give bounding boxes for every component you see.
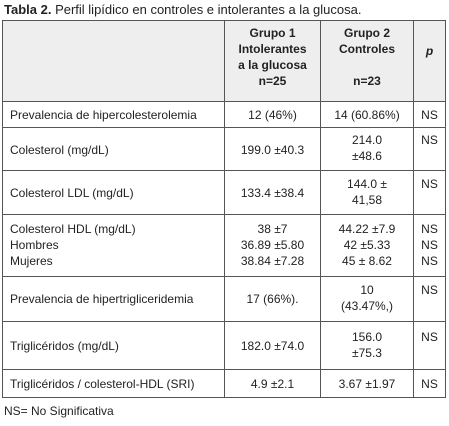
table-row: Colesterol HDL (mg/dL) Hombres Mujeres 3… <box>3 214 445 276</box>
table-row: Triglicéridos / colesterol-HDL (SRI) 4.9… <box>3 369 445 397</box>
value-line: 14 (60.86%) <box>334 108 400 122</box>
row-label: Prevalencia de hipertrigliceridemia <box>3 277 224 321</box>
table-row: Prevalencia de hipertrigliceridemia 17 (… <box>3 276 445 321</box>
row-label-line: Colesterol (mg/dL) <box>10 143 109 157</box>
value-line: 214.0 <box>351 133 383 147</box>
value-line: 41,58 <box>351 193 383 207</box>
row-group2-value: 144.0 ± 41,58 <box>320 171 413 214</box>
caption-label: Tabla 2. <box>4 2 52 17</box>
row-p-value: NS <box>413 322 445 369</box>
value-line: (43.47%,) <box>340 299 394 313</box>
row-p-value: NS <box>413 277 445 321</box>
value-line: 3.67 ±1.97 <box>338 377 396 391</box>
row-group2-value: 10 (43.47%,) <box>320 277 413 321</box>
row-group2-value: 3.67 ±1.97 <box>320 370 413 397</box>
table-row: Prevalencia de hipercolesterolemia 12 (4… <box>3 101 445 127</box>
value-line: 42 ±5.33 <box>343 238 391 252</box>
table-row: Colesterol LDL (mg/dL) 133.4 ±38.4 144.0… <box>3 170 445 214</box>
value-line: NS <box>421 177 438 191</box>
row-p-value: NS <box>413 102 445 127</box>
row-group2-value: 214.0 ±48.6 <box>320 128 413 170</box>
value-line: 44.22 ±7.9 <box>338 222 396 236</box>
header-group2-line: Controles <box>338 42 395 56</box>
header-group2-line: n=23 <box>353 74 381 88</box>
value-line: 199.0 ±40.3 <box>240 143 305 157</box>
caption-text: Perfil lipídico en controles e intoleran… <box>51 2 362 17</box>
table-row: Triglicéridos (mg/dL) 182.0 ±74.0 156.0 … <box>3 321 445 369</box>
row-label: Colesterol HDL (mg/dL) Hombres Mujeres <box>3 215 224 276</box>
value-line: NS <box>421 108 438 122</box>
value-line: 10 <box>360 283 374 297</box>
table-footnote: NS= No Significativa <box>4 404 114 418</box>
header-group1: Grupo 1 Intolerantes a la glucosa n=25 <box>224 21 320 101</box>
row-group1-value: 199.0 ±40.3 <box>224 128 320 170</box>
value-line: NS <box>421 330 438 344</box>
header-group1-line: n=25 <box>258 74 287 88</box>
row-label: Triglicéridos / colesterol-HDL (SRI) <box>3 370 224 397</box>
value-line: 4.9 ±2.1 <box>250 377 295 391</box>
value-line: NS <box>421 254 438 268</box>
row-label-line: Mujeres <box>10 254 53 268</box>
value-line: 144.0 ± <box>347 177 387 191</box>
row-label: Prevalencia de hipercolesterolemia <box>3 102 224 127</box>
row-group1-value: 38 ±7 36.89 ±5.80 38.84 ±7.28 <box>224 215 320 276</box>
row-label: Colesterol (mg/dL) <box>3 128 224 170</box>
value-line: NS <box>421 377 438 391</box>
header-group1-line: a la glucosa <box>238 58 307 72</box>
row-group2-value: 156.0 ±75.3 <box>320 322 413 369</box>
row-label-line: Colesterol LDL (mg/dL) <box>10 186 134 200</box>
row-group1-value: 17 (66%). <box>224 277 320 321</box>
row-group1-value: 182.0 ±74.0 <box>224 322 320 369</box>
header-group2: Grupo 2 Controles n=23 <box>320 21 413 101</box>
value-line: ±75.3 <box>352 346 382 360</box>
row-label-line: Hombres <box>10 238 59 252</box>
header-group1-line: Grupo 1 <box>249 26 296 40</box>
row-group2-value: 14 (60.86%) <box>320 102 413 127</box>
row-label: Colesterol LDL (mg/dL) <box>3 171 224 214</box>
row-label: Triglicéridos (mg/dL) <box>3 322 224 369</box>
value-line: 38 ±7 <box>257 222 288 236</box>
row-label-line: Triglicéridos (mg/dL) <box>10 339 119 353</box>
row-p-value: NS <box>413 370 445 397</box>
table-row: Colesterol (mg/dL) 199.0 ±40.3 214.0 ±48… <box>3 127 445 170</box>
value-line: 182.0 ±74.0 <box>240 339 305 353</box>
header-group2-line <box>321 57 413 73</box>
header-group2-line: Grupo 2 <box>343 26 390 40</box>
row-label-line: Prevalencia de hipertrigliceridemia <box>10 292 194 306</box>
value-line: 36.89 ±5.80 <box>240 238 305 252</box>
value-line: 133.4 ±38.4 <box>240 186 305 200</box>
table-header-row: Grupo 1 Intolerantes a la glucosa n=25 G… <box>3 21 445 101</box>
value-line: 45 ± 8.62 <box>342 254 392 268</box>
value-line: ±48.6 <box>352 149 382 163</box>
lipid-profile-table: Grupo 1 Intolerantes a la glucosa n=25 G… <box>2 20 446 398</box>
value-line: 38.84 ±7.28 <box>240 254 305 268</box>
header-group1-line: Intolerantes <box>238 42 307 56</box>
row-p-value: NS <box>413 171 445 214</box>
header-p: p <box>413 21 445 101</box>
value-line: NS <box>421 238 438 252</box>
header-empty-cell <box>3 21 224 101</box>
row-group2-value: 44.22 ±7.9 42 ±5.33 45 ± 8.62 <box>320 215 413 276</box>
table-caption: Tabla 2. Perfil lipídico en controles e … <box>4 2 361 17</box>
value-line: 156.0 <box>351 330 383 344</box>
row-group1-value: 12 (46%) <box>224 102 320 127</box>
row-label-line: Triglicéridos / colesterol-HDL (SRI) <box>10 377 195 391</box>
value-line: 12 (46%) <box>248 108 297 122</box>
value-line: NS <box>421 222 438 236</box>
row-p-value: NS NS NS <box>413 215 445 276</box>
row-group1-value: 133.4 ±38.4 <box>224 171 320 214</box>
row-label-line: Prevalencia de hipercolesterolemia <box>10 108 197 122</box>
value-line: NS <box>421 283 438 297</box>
row-p-value: NS <box>413 128 445 170</box>
row-group1-value: 4.9 ±2.1 <box>224 370 320 397</box>
value-line: NS <box>421 133 438 147</box>
row-label-line: Colesterol HDL (mg/dL) <box>10 222 136 236</box>
value-line: 17 (66%). <box>246 292 299 306</box>
